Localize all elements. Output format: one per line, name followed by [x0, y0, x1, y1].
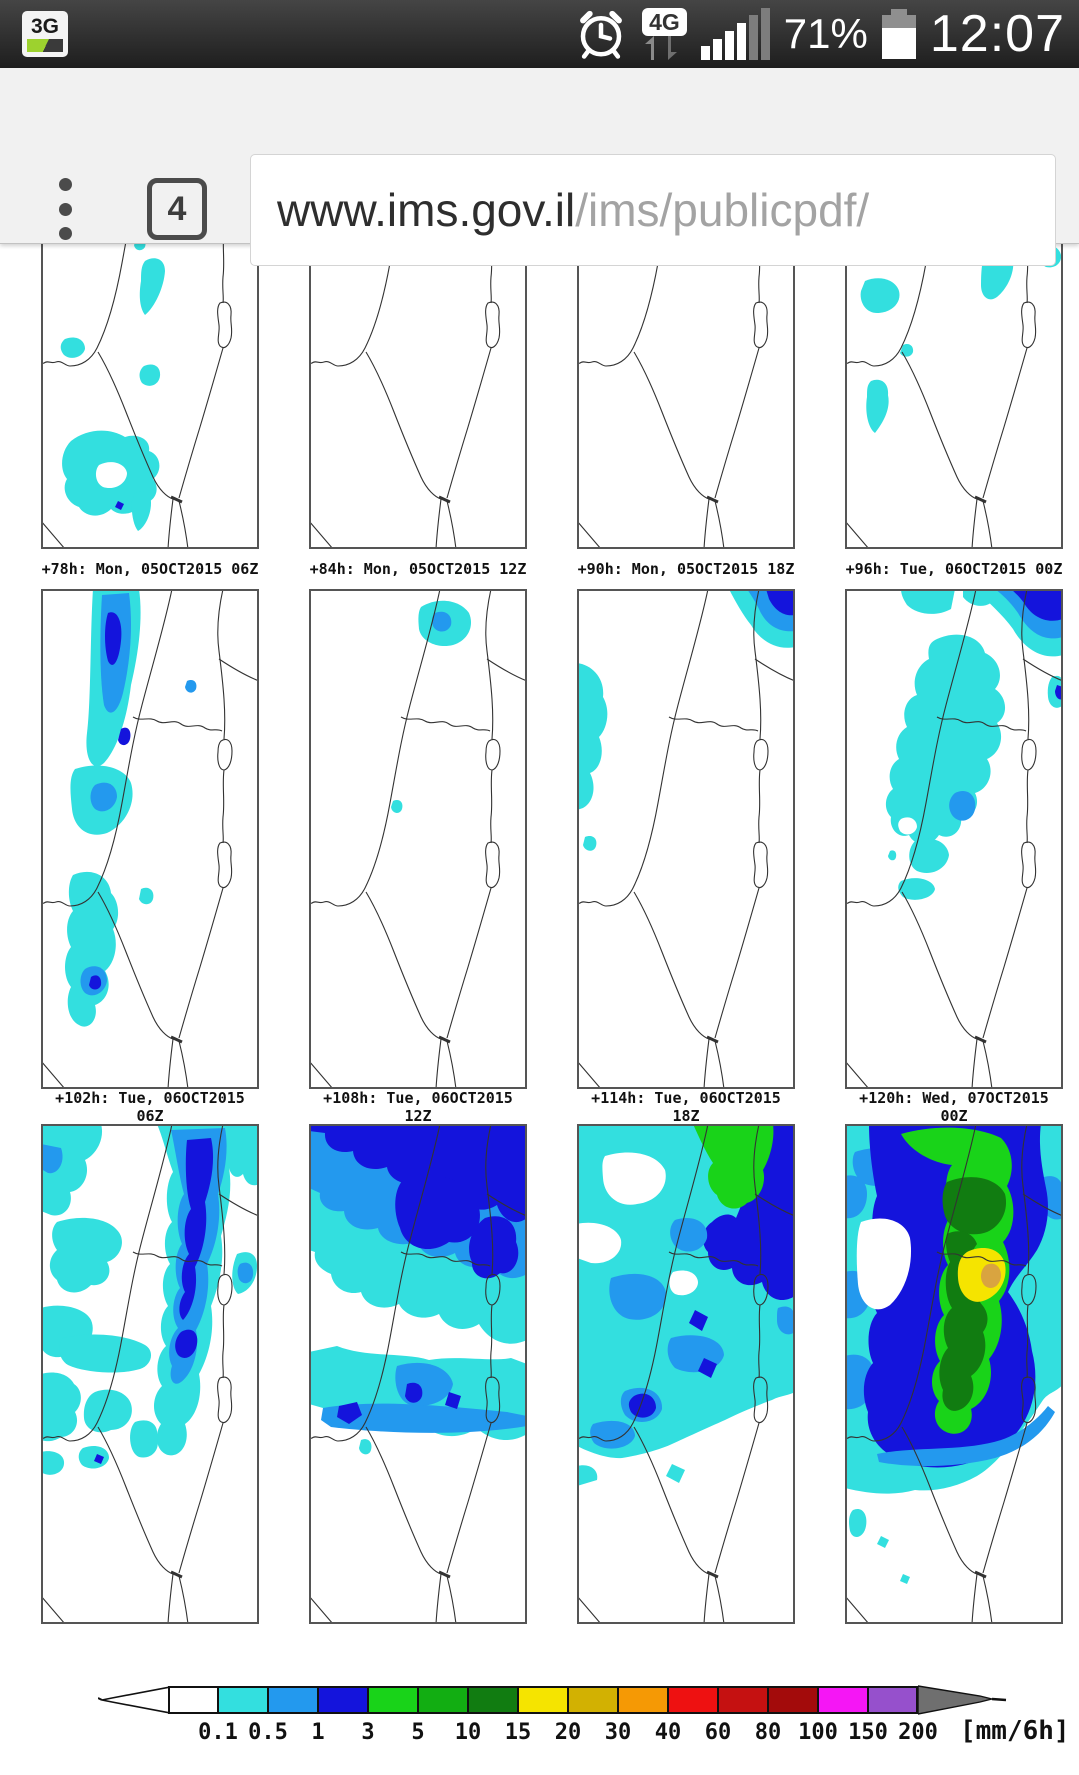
legend-swatch [668, 1686, 718, 1714]
legend-swatch [318, 1686, 368, 1714]
legend-tick-label: 200 [898, 1720, 938, 1745]
legend-tick-label: 30 [604, 1720, 632, 1745]
legend-tick-label: 0.5 [248, 1720, 288, 1745]
map-title: +78h: Mon, 05OCT2015 06Z [41, 560, 259, 578]
3g-notification-icon: 3G [22, 11, 68, 57]
forecast-map-panel [41, 1124, 259, 1624]
forecast-map-panel [845, 244, 1063, 549]
map-title-row: +78h: Mon, 05OCT2015 06Z +84h: Mon, 05OC… [0, 549, 1079, 589]
data-arrows-icon [645, 36, 678, 60]
3g-badge-label: 3G [30, 14, 59, 38]
3g-badge-bar [27, 38, 63, 52]
legend-swatch [868, 1686, 918, 1714]
tab-count-label: 4 [167, 189, 187, 228]
menu-kebab-icon[interactable] [52, 178, 78, 240]
legend-tick-label: 20 [554, 1720, 582, 1745]
map-title: +114h: Tue, 06OCT2015 18Z [591, 1088, 781, 1125]
forecast-map-panel [577, 244, 795, 549]
4g-data-icon: 4G [642, 8, 687, 60]
map-title: +120h: Wed, 07OCT2015 00Z [859, 1088, 1049, 1125]
map-title: +96h: Tue, 06OCT2015 00Z [845, 560, 1063, 578]
legend-unit-label: [mm/6h] [960, 1716, 1070, 1746]
clock-label: 12:07 [929, 5, 1065, 63]
legend-right-arrow-icon [918, 1685, 1007, 1715]
battery-icon [881, 9, 916, 59]
alarm-clock-icon [580, 10, 623, 59]
legend-left-arrow-icon [98, 1686, 170, 1714]
forecast-map-panel [41, 244, 259, 549]
legend-tick-label: 150 [848, 1720, 888, 1745]
legend-tick-label: 3 [361, 1720, 375, 1745]
legend-swatch [818, 1686, 868, 1714]
legend-swatch [168, 1686, 218, 1714]
4g-badge-label: 4G [642, 8, 687, 36]
forecast-map-panel [845, 1124, 1063, 1624]
url-bar[interactable]: www.ims.gov.il/ims/publicpdf/ [250, 154, 1056, 266]
forecast-map-row-3 [0, 1124, 1079, 1624]
pdf-page-content: +78h: Mon, 05OCT2015 06Z +84h: Mon, 05OC… [0, 244, 1079, 1775]
map-title: +108h: Tue, 06OCT2015 12Z [323, 1088, 513, 1125]
legend-tick-label: 10 [454, 1720, 482, 1745]
map-title: +90h: Mon, 05OCT2015 18Z [577, 560, 795, 578]
legend-tick-label: 0.1 [198, 1720, 238, 1745]
forecast-map-panel [309, 589, 527, 1089]
forecast-map-row-2 [0, 589, 1079, 1089]
precipitation-color-scale: 0.1 0.5 1 3 5 10 15 20 30 40 60 80 100 1… [98, 1685, 1070, 1775]
forecast-map-panel [577, 589, 795, 1089]
legend-swatch [518, 1686, 568, 1714]
legend-swatch-strip [168, 1686, 918, 1714]
legend-swatch [268, 1686, 318, 1714]
legend-swatch [368, 1686, 418, 1714]
url-path: /ims/publicpdf/ [575, 184, 870, 236]
legend-tick-label: 60 [704, 1720, 732, 1745]
legend-swatch [418, 1686, 468, 1714]
legend-swatch [568, 1686, 618, 1714]
forecast-map-panel [577, 1124, 795, 1624]
battery-percent-label: 71% [783, 10, 868, 57]
tab-count-button[interactable]: 4 [147, 178, 207, 240]
legend-tick-label: 100 [798, 1720, 838, 1745]
map-title-row: +102h: Tue, 06OCT2015 06Z +108h: Tue, 06… [0, 1088, 1079, 1125]
legend-swatch [718, 1686, 768, 1714]
browser-toolbar: 4 www.ims.gov.il/ims/publicpdf/ [0, 68, 1079, 266]
forecast-map-panel [845, 589, 1063, 1089]
legend-tick-label: 1 [311, 1720, 325, 1745]
legend-tick-label: 80 [754, 1720, 782, 1745]
forecast-map-row-1 [0, 244, 1079, 549]
legend-tick-label: 5 [411, 1720, 425, 1745]
legend-swatch [768, 1686, 818, 1714]
forecast-map-panel [309, 1124, 527, 1624]
map-title: +102h: Tue, 06OCT2015 06Z [55, 1088, 245, 1125]
status-bar: 3G 4G 71% [0, 0, 1079, 68]
legend-swatch [218, 1686, 268, 1714]
url-host: www.ims.gov.il [277, 184, 576, 236]
legend-swatch [618, 1686, 668, 1714]
forecast-map-panel [41, 589, 259, 1089]
legend-tick-label: 15 [504, 1720, 532, 1745]
legend-tick-label: 40 [654, 1720, 682, 1745]
legend-swatch [468, 1686, 518, 1714]
signal-strength-icon [700, 8, 770, 60]
map-title: +84h: Mon, 05OCT2015 12Z [309, 560, 527, 578]
forecast-map-panel [309, 244, 527, 549]
